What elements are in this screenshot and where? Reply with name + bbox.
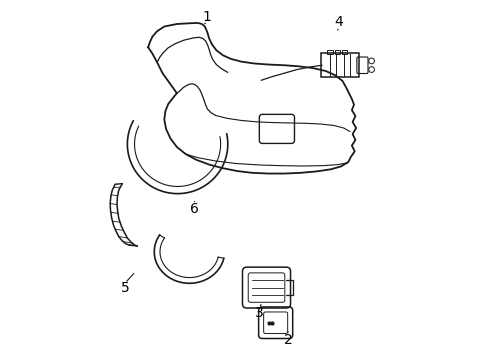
Bar <box>327 50 333 54</box>
Text: 5: 5 <box>121 280 129 294</box>
Text: 2: 2 <box>284 333 293 347</box>
Bar <box>335 50 340 54</box>
Text: 3: 3 <box>255 306 264 320</box>
Bar <box>342 50 347 54</box>
Text: 6: 6 <box>190 202 199 216</box>
Text: 4: 4 <box>334 15 343 29</box>
Text: 1: 1 <box>203 10 212 24</box>
